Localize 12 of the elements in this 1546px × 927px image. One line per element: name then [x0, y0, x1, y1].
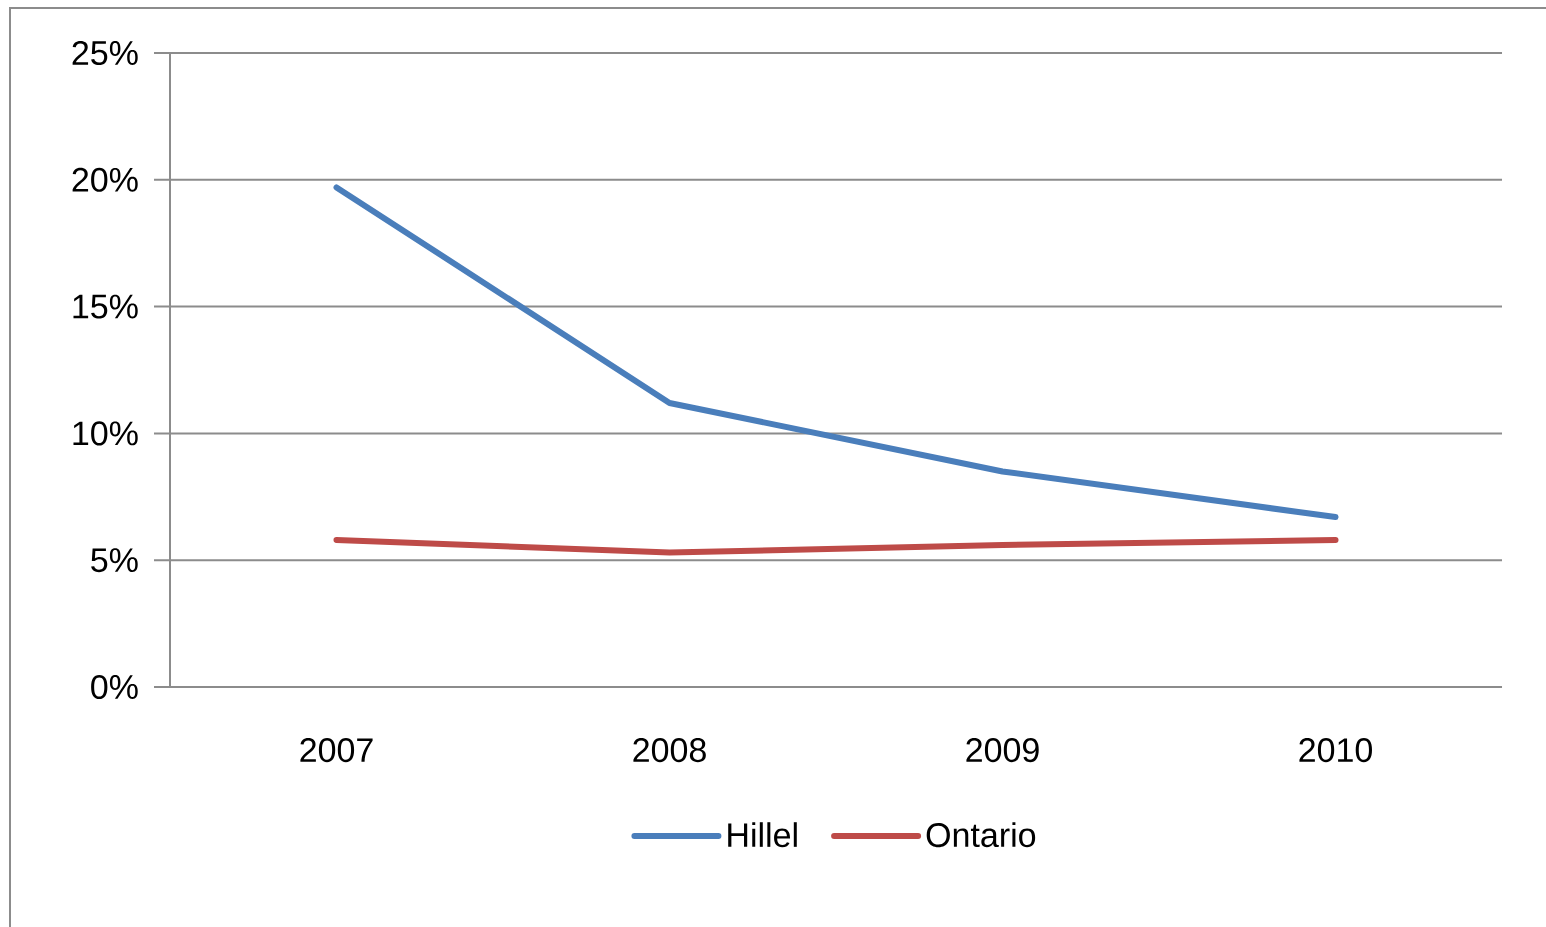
y-tick-label: 10% — [73, 421, 138, 446]
legend-label: Hillel — [728, 822, 797, 848]
x-tick-label: 2009 — [966, 738, 1039, 763]
y-tick-label: 5% — [91, 548, 138, 573]
y-tick-label: 0% — [91, 674, 138, 700]
x-tick-label: 2010 — [1299, 738, 1372, 763]
y-tick-label: 15% — [73, 294, 138, 319]
y-tick-label: 25% — [72, 40, 138, 66]
legend-label: Ontario — [926, 822, 1036, 848]
x-tick-label: 2007 — [300, 738, 373, 763]
x-tick-label: 2008 — [633, 738, 706, 763]
y-tick-label: 20% — [72, 167, 138, 192]
